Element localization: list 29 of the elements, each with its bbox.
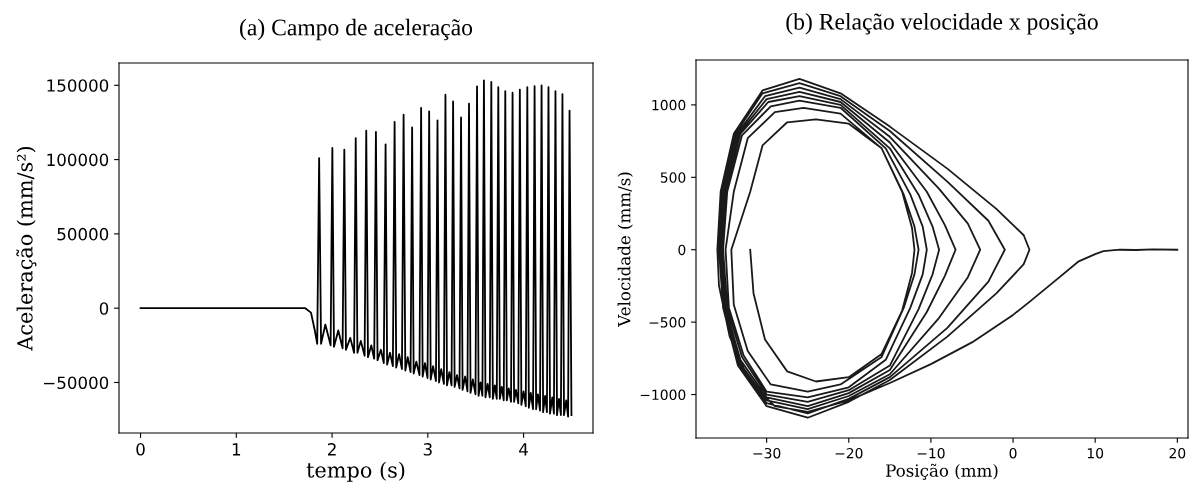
x-tick-label: 2 (327, 443, 336, 456)
y-tick-label: −500 (649, 317, 686, 328)
x-tick-label: 4 (519, 443, 528, 456)
x-tick-label: 10 (1087, 447, 1104, 459)
x-tick-label: 3 (423, 443, 432, 456)
y-axis-title: Aceleração (mm/s²) (16, 146, 37, 351)
y-tick-label: 500 (660, 172, 686, 183)
y-tick-label: −50000 (44, 376, 109, 390)
y-tick-label: 100000 (47, 153, 109, 167)
y-tick-label: 1000 (652, 99, 686, 111)
x-tick-label: 1 (232, 443, 241, 456)
y-tick-label: 50000 (57, 227, 109, 241)
y-tick-label: 0 (99, 302, 109, 315)
y-tick-label: −1000 (640, 389, 686, 401)
x-tick-label: 0 (136, 443, 145, 456)
line-series (716, 77, 1179, 419)
x-tick-label: −30 (753, 447, 781, 459)
line-series (139, 79, 573, 418)
y-axis-title: Velocidade (mm/s) (617, 172, 633, 327)
x-axis-title: tempo (s) (306, 461, 405, 482)
y-tick-label: 150000 (47, 79, 109, 92)
x-tick-label: 0 (1009, 447, 1017, 459)
x-axis-title: Posição (mm) (886, 463, 998, 480)
x-tick-label: 20 (1169, 447, 1186, 459)
y-tick-label: 0 (678, 244, 686, 256)
x-tick-label: −10 (917, 447, 945, 459)
x-tick-label: −20 (835, 447, 863, 459)
chart-title: (a) Campo de aceleração (240, 18, 473, 41)
chart-title: (b) Relação velocidade x posição (786, 13, 1098, 35)
